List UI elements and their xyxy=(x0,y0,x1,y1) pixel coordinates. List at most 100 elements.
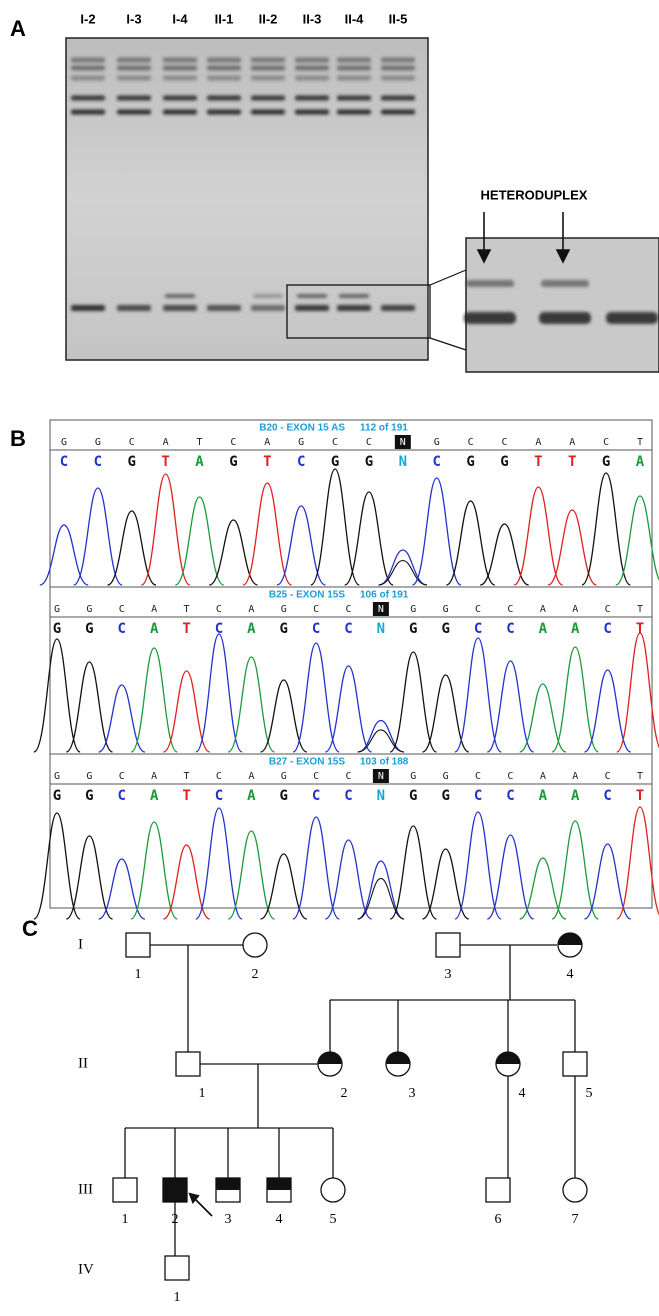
base: C xyxy=(605,771,611,782)
base: N xyxy=(378,771,384,782)
affected-half xyxy=(267,1178,291,1190)
base-call: C xyxy=(506,621,514,637)
base: C xyxy=(119,604,125,615)
base-call: T xyxy=(534,454,542,470)
affected-half xyxy=(386,1052,410,1064)
base: A xyxy=(540,771,546,782)
individual-number: 3 xyxy=(225,1212,232,1227)
individual xyxy=(112,1177,138,1203)
base: C xyxy=(119,771,125,782)
gel-band xyxy=(71,75,105,81)
individual-number: 1 xyxy=(135,967,142,982)
trace-peak xyxy=(551,646,599,753)
individual xyxy=(162,1177,188,1203)
individual-number: 7 xyxy=(572,1212,579,1227)
base: A xyxy=(572,771,578,782)
gel-band xyxy=(207,65,241,71)
base-call: T xyxy=(263,454,271,470)
individual xyxy=(320,1177,346,1203)
trace-peak xyxy=(581,472,631,586)
individual-number: 2 xyxy=(172,1212,179,1227)
generation-label: III xyxy=(78,1181,93,1197)
gel-band xyxy=(163,75,197,81)
trace-peak xyxy=(422,848,470,920)
trace-position: 103 of 188 xyxy=(360,757,409,768)
affected-half xyxy=(318,1052,342,1064)
individual-number: 6 xyxy=(495,1212,502,1227)
trace-sample: B25 - EXON 15S xyxy=(269,590,345,601)
trace-peak xyxy=(227,830,275,920)
individual-number: 1 xyxy=(122,1212,129,1227)
base: G xyxy=(443,604,449,615)
panel-label: A xyxy=(10,16,26,41)
lane-label: II-5 xyxy=(389,11,408,26)
trace-peak xyxy=(98,858,146,920)
gel-band xyxy=(163,109,197,115)
individual-number: 2 xyxy=(252,967,259,982)
individual-number: 5 xyxy=(586,1086,593,1101)
individual-number: 3 xyxy=(445,967,452,982)
base-call: G xyxy=(500,454,508,470)
base-call: G xyxy=(280,621,288,637)
gel-band xyxy=(381,57,415,63)
base-call: G xyxy=(441,788,449,804)
trace-peak xyxy=(73,487,123,586)
trace-peak xyxy=(547,509,597,586)
trace-peak xyxy=(260,679,308,753)
lane-label: I-2 xyxy=(80,11,95,26)
base-call: A xyxy=(195,454,204,470)
base: A xyxy=(569,437,575,448)
gel-band xyxy=(337,57,371,63)
base: A xyxy=(151,604,157,615)
individual-number: 4 xyxy=(567,967,574,982)
base: C xyxy=(366,437,372,448)
heteroduplex-band xyxy=(297,294,327,298)
inset-connector xyxy=(429,269,467,286)
individual xyxy=(175,1051,201,1077)
inset-box xyxy=(286,284,431,339)
arrows xyxy=(476,212,571,264)
base-call: C xyxy=(474,788,482,804)
base-call: G xyxy=(441,621,449,637)
trace-peak xyxy=(174,496,225,586)
base-call: A xyxy=(571,788,580,804)
trace-peak xyxy=(65,661,113,753)
trace-peak xyxy=(389,825,437,920)
base-call: N xyxy=(377,788,385,804)
trace-peak xyxy=(141,473,191,586)
trace-peak xyxy=(163,844,211,920)
base-call: C xyxy=(474,621,482,637)
gel-band xyxy=(117,57,151,63)
gel-band xyxy=(207,75,241,81)
base-call: T xyxy=(636,788,644,804)
base-call: T xyxy=(182,788,190,804)
heteroduplex-band xyxy=(165,294,195,298)
base: G xyxy=(86,604,92,615)
gel-band xyxy=(295,57,329,63)
base-call: C xyxy=(603,788,611,804)
generation-label: IV xyxy=(78,1261,94,1277)
individual xyxy=(485,1177,511,1203)
generation-label: I xyxy=(78,936,83,952)
base: C xyxy=(313,604,319,615)
base: C xyxy=(345,604,351,615)
gel-band xyxy=(163,57,197,63)
individual xyxy=(562,1177,588,1203)
affected-half xyxy=(216,1178,240,1190)
trace-peak xyxy=(357,860,405,920)
base: C xyxy=(603,437,609,448)
base: A xyxy=(163,437,169,448)
chromatogram-frame xyxy=(49,419,653,909)
gel-band xyxy=(251,109,285,115)
base: A xyxy=(540,604,546,615)
base-call: G xyxy=(85,788,93,804)
trace-peak xyxy=(227,656,275,753)
base: C xyxy=(468,437,474,448)
lane-label: II-2 xyxy=(259,11,278,26)
inset-band xyxy=(464,312,516,324)
base-call: C xyxy=(215,788,223,804)
gel-band xyxy=(71,95,105,101)
trace-position: 106 of 191 xyxy=(360,590,409,601)
trace-peak xyxy=(163,670,211,753)
